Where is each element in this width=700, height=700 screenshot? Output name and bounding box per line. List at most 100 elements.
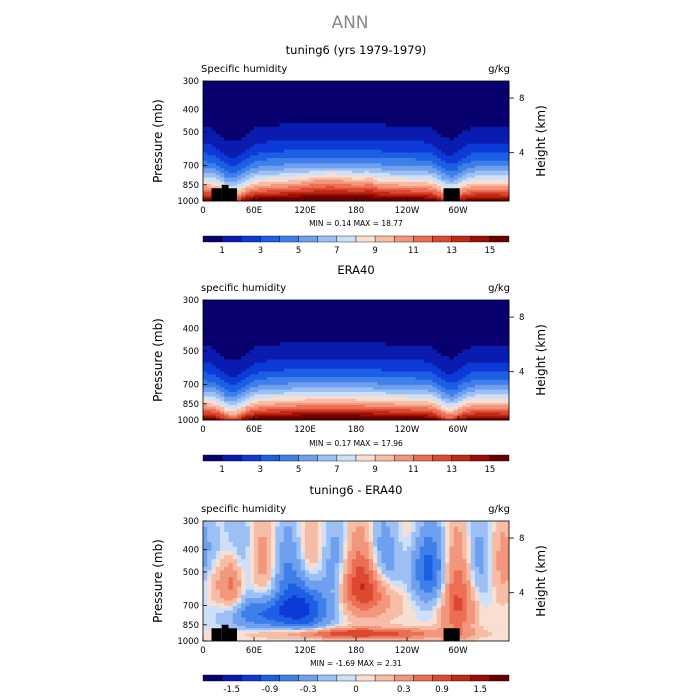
heatmap-cell	[500, 140, 506, 145]
heatmap-cell	[292, 396, 297, 400]
heatmap-cell	[288, 368, 293, 372]
heatmap-cell	[283, 325, 289, 331]
heatmap-cell	[504, 86, 510, 93]
heatmap-cell	[419, 133, 425, 138]
heatmap-cell	[296, 106, 302, 112]
heatmap-cell	[492, 193, 497, 197]
heatmap-cell	[411, 133, 416, 138]
heatmap-cell	[292, 191, 297, 195]
heatmap-cell	[288, 365, 293, 370]
heatmap-cell	[313, 101, 319, 107]
heatmap-cell	[283, 110, 289, 116]
heatmap-cell	[492, 394, 497, 397]
heatmap-cell	[266, 199, 272, 202]
heatmap-cell	[317, 155, 323, 159]
heatmap-cell	[215, 81, 221, 88]
heatmap-cell	[373, 329, 378, 335]
heatmap-cell	[254, 320, 259, 326]
heatmap-cell	[300, 149, 306, 153]
heatmap-cell	[245, 342, 251, 347]
heatmap-cell	[351, 371, 357, 375]
heatmap-cell	[424, 365, 429, 370]
heatmap-cell	[504, 193, 510, 197]
heatmap-cell	[385, 185, 391, 189]
heatmap-cell	[411, 92, 416, 98]
heatmap-cell	[347, 126, 353, 131]
heatmap-cell	[492, 140, 497, 145]
heatmap-cell	[237, 329, 242, 335]
heatmap-cell	[470, 365, 476, 370]
heatmap-cell	[407, 365, 412, 370]
heatmap-cell	[360, 123, 365, 128]
heatmap-cell	[224, 170, 229, 174]
heatmap-cell	[262, 189, 268, 193]
heatmap-cell	[492, 195, 497, 198]
heatmap-cell	[483, 311, 489, 317]
heatmap-cell	[381, 300, 387, 307]
heatmap-cell	[415, 86, 421, 93]
heatmap-cell	[271, 158, 276, 162]
heatmap-cell	[432, 130, 438, 135]
heatmap-cell	[453, 394, 459, 397]
heatmap-cell	[475, 189, 480, 193]
heatmap-cell	[475, 334, 480, 339]
heatmap-cell	[483, 359, 489, 364]
heatmap-cell	[211, 177, 217, 181]
heatmap-cell	[500, 152, 506, 156]
heatmap-cell	[377, 140, 382, 145]
heatmap-cell	[326, 379, 331, 383]
heatmap-cell	[496, 149, 501, 153]
heatmap-cell	[415, 368, 421, 372]
heatmap-cell	[283, 101, 289, 107]
colorbar-swatch	[241, 235, 261, 243]
heatmap-cell	[445, 377, 450, 381]
heatmap-cell	[381, 133, 387, 138]
heatmap-cell	[237, 382, 242, 386]
heatmap-cell	[300, 140, 306, 145]
heatmap-cell	[296, 123, 302, 128]
heatmap-cell	[385, 382, 391, 386]
heatmap-cell	[220, 387, 225, 391]
heatmap-cell	[479, 349, 484, 354]
heatmap-cell	[470, 377, 476, 381]
heatmap-cell	[275, 396, 280, 400]
heatmap-cell	[262, 146, 268, 151]
heatmap-cell	[462, 365, 467, 370]
heatmap-cell	[492, 185, 497, 189]
heatmap-cell	[300, 137, 306, 141]
heatmap-cell	[492, 189, 497, 193]
heatmap-cell	[288, 149, 293, 153]
heatmap-cell	[347, 305, 353, 312]
heatmap-cell	[487, 338, 493, 343]
heatmap-cell	[360, 86, 365, 93]
heatmap-cell	[237, 389, 242, 393]
heatmap-cell	[475, 329, 480, 335]
heatmap-cell	[381, 143, 387, 148]
heatmap-cell	[237, 187, 242, 191]
terrain-mask	[443, 188, 453, 201]
heatmap-cell	[220, 106, 225, 112]
heatmap-cell	[385, 197, 391, 200]
heatmap-cell	[441, 377, 446, 381]
heatmap-cell	[351, 338, 357, 343]
heatmap-cell	[249, 81, 255, 88]
heatmap-cell	[453, 133, 459, 138]
heatmap-cell	[203, 316, 208, 322]
heatmap-cell	[237, 110, 242, 116]
heatmap-cell	[436, 146, 442, 151]
heatmap-cell	[224, 391, 229, 395]
heatmap-cell	[377, 320, 382, 326]
heatmap-cell	[271, 163, 276, 167]
heatmap-cell	[326, 394, 331, 397]
heatmap-cell	[458, 130, 463, 135]
heatmap-cell	[343, 143, 348, 148]
heatmap-cell	[326, 320, 331, 326]
heatmap-cell	[224, 146, 229, 151]
heatmap-cell	[266, 177, 272, 181]
heatmap-cell	[288, 338, 293, 343]
heatmap-cell	[453, 185, 459, 189]
heatmap-cell	[296, 137, 302, 141]
heatmap-cell	[351, 140, 357, 145]
heatmap-cell	[220, 119, 225, 124]
heatmap-cell	[309, 349, 314, 354]
